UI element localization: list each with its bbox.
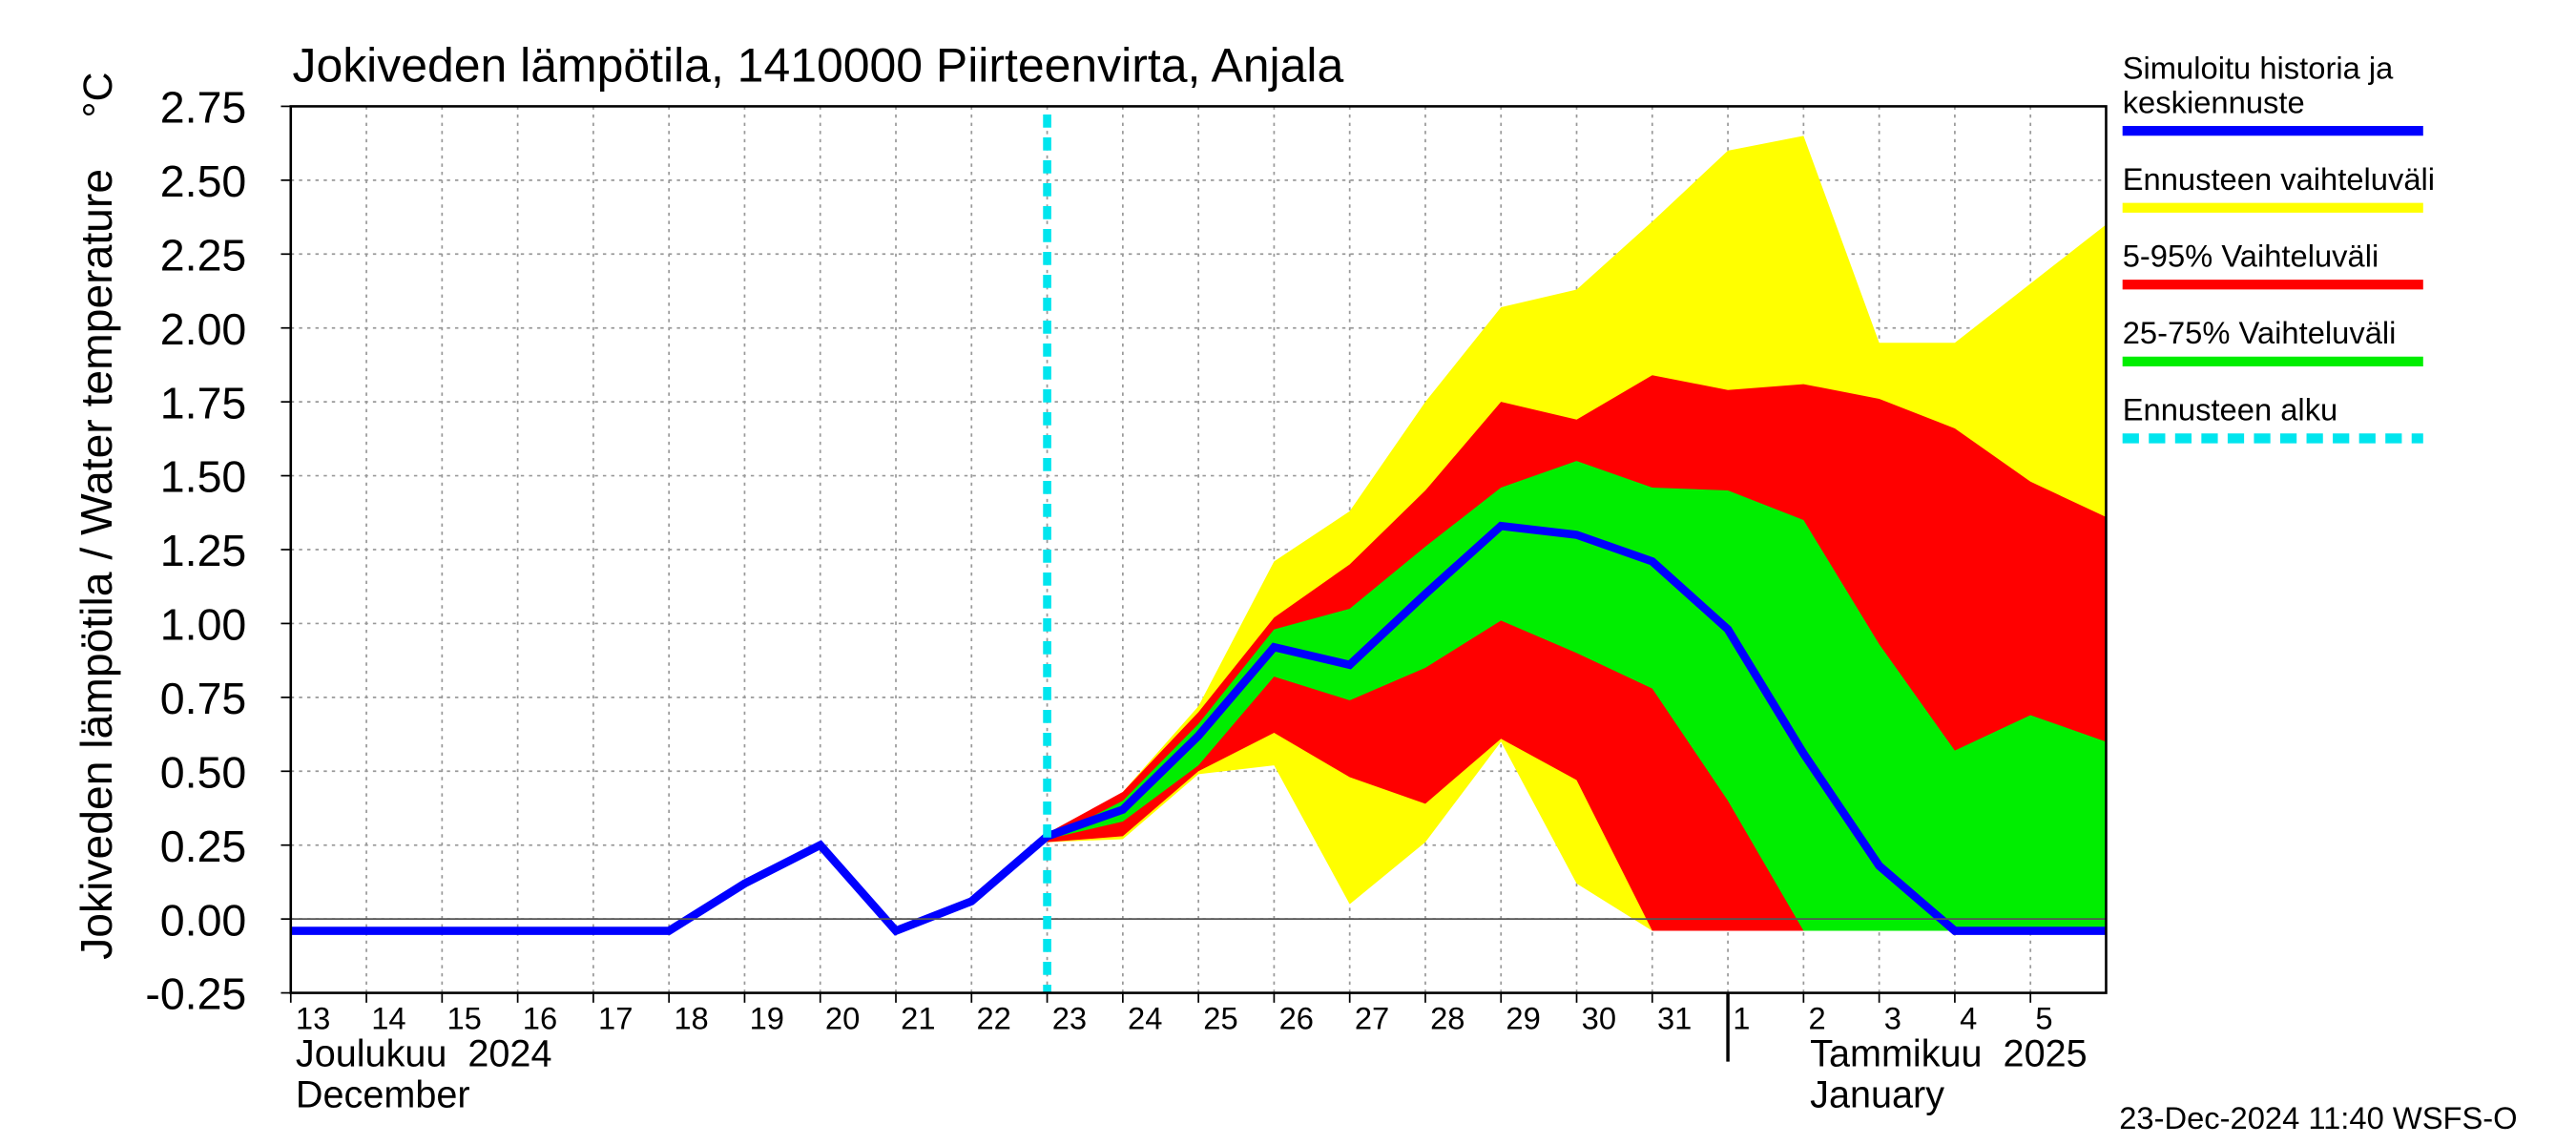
x-tick-label: 25	[1203, 1000, 1237, 1035]
plot-frame	[289, 105, 2108, 994]
x-tick-label: 24	[1128, 1000, 1162, 1035]
y-tick-label: 1.50	[160, 452, 246, 502]
x-tick-label: 17	[598, 1000, 633, 1035]
month-label-en: December	[296, 1074, 470, 1116]
x-tick-label: 21	[901, 1000, 935, 1035]
x-tick-label: 13	[296, 1000, 330, 1035]
x-tick-label: 28	[1430, 1000, 1465, 1035]
legend-item: Simuloitu historia ja keskiennuste	[2122, 52, 2394, 121]
legend-item: 5-95% Vaihteluväli	[2122, 240, 2379, 276]
x-tick-label: 2	[1809, 1000, 1826, 1035]
y-tick-label: 1.25	[160, 526, 246, 575]
x-tick-label: 14	[371, 1000, 405, 1035]
legend-item: 25-75% Vaihteluväli	[2122, 317, 2397, 352]
y-tick-label: -0.25	[145, 969, 246, 1019]
month-label-en: January	[1810, 1074, 1944, 1116]
legend-label: 5-95% Vaihteluväli	[2122, 240, 2379, 276]
y-tick-label: 1.75	[160, 378, 246, 427]
y-unit: °C	[75, 72, 121, 117]
y-tick-label: 1.00	[160, 600, 246, 650]
y-tick-label: 0.00	[160, 895, 246, 945]
legend-label: 25-75% Vaihteluväli	[2122, 317, 2397, 352]
x-tick-label: 30	[1582, 1000, 1616, 1035]
legend-label: Ennusteen alku	[2122, 394, 2338, 429]
x-tick-label: 15	[447, 1000, 482, 1035]
month-label: Joulukuu 2024	[296, 1033, 552, 1075]
y-tick-label: 2.00	[160, 304, 246, 354]
x-tick-label: 20	[825, 1000, 860, 1035]
chart-title: Jokiveden lämpötila, 1410000 Piirteenvir…	[292, 39, 1343, 93]
footer: 23-Dec-2024 11:40 WSFS-O	[2119, 1100, 2517, 1135]
x-tick-label: 16	[523, 1000, 557, 1035]
x-tick-label: 3	[1884, 1000, 1901, 1035]
y-tick-label: 0.75	[160, 674, 246, 723]
line-series	[290, 521, 2107, 936]
x-tick-label: 31	[1657, 1000, 1692, 1035]
legend-label: Ennusteen vaihteluväli	[2122, 163, 2436, 198]
x-tick-label: 4	[1960, 1000, 1977, 1035]
legend-label: Simuloitu historia ja keskiennuste	[2122, 52, 2394, 121]
y-tick-label: 2.50	[160, 156, 246, 206]
y-tick-label: 0.25	[160, 822, 246, 871]
month-label: Tammikuu 2025	[1810, 1033, 2087, 1075]
y-tick-label: 2.25	[160, 231, 246, 281]
x-tick-label: 5	[2035, 1000, 2052, 1035]
legend-item: Ennusteen alku	[2122, 394, 2338, 429]
chart-body: Jokiveden lämpötila, 1410000 Piirteenvir…	[72, 39, 2518, 1135]
x-tick-label: 18	[674, 1000, 708, 1035]
x-tick-label: 22	[976, 1000, 1010, 1035]
x-tick-label: 26	[1279, 1000, 1314, 1035]
y-axis-label: Jokiveden lämpötila / Water temperature	[72, 169, 121, 960]
x-tick-label: 19	[750, 1000, 784, 1035]
x-tick-label: 23	[1052, 1000, 1087, 1035]
y-tick-label: 2.75	[160, 83, 246, 133]
x-tick-label: 1	[1733, 1000, 1750, 1035]
x-tick-label: 27	[1355, 1000, 1389, 1035]
y-tick-label: 0.50	[160, 748, 246, 798]
legend-item: Ennusteen vaihteluväli	[2122, 163, 2436, 198]
x-tick-label: 29	[1506, 1000, 1540, 1035]
